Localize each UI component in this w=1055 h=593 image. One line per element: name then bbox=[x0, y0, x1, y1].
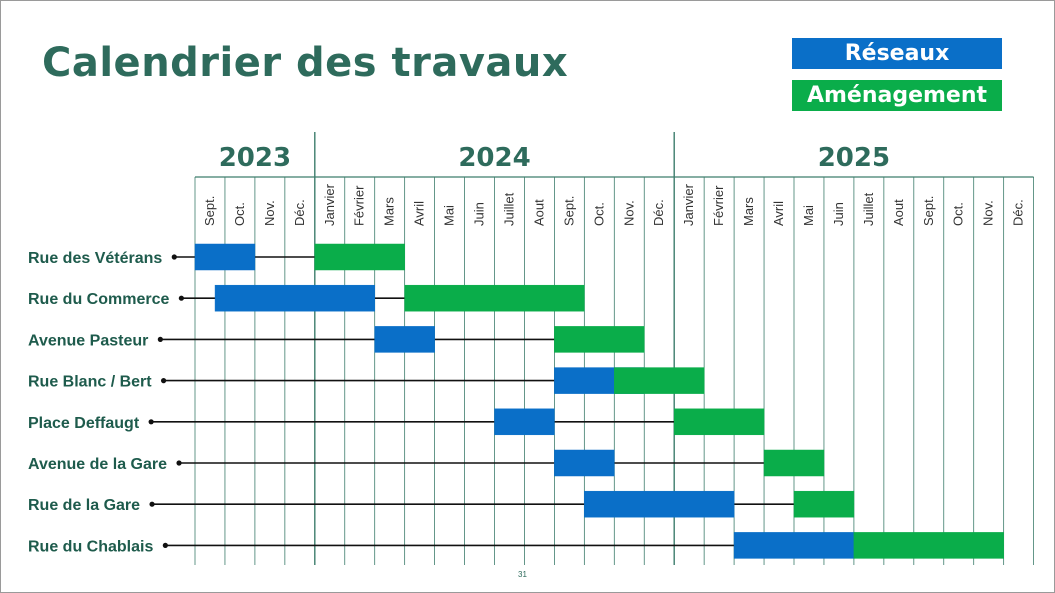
month-label: Mai bbox=[442, 205, 457, 226]
page-title: Calendrier des travaux bbox=[42, 40, 569, 86]
month-label: Sept. bbox=[561, 196, 576, 226]
row-dot bbox=[149, 501, 155, 507]
month-label: Juillet bbox=[501, 192, 516, 226]
bar-reseaux bbox=[584, 490, 735, 518]
month-label: Sept. bbox=[202, 196, 217, 226]
row-label: Rue des Vétérans bbox=[28, 250, 162, 267]
row-dot bbox=[162, 542, 168, 549]
month-label: Avril bbox=[771, 201, 786, 226]
legend-reseaux: Réseaux bbox=[792, 38, 1002, 69]
month-label: Nov. bbox=[262, 200, 277, 226]
month-label: Sept. bbox=[921, 196, 936, 226]
row-dot bbox=[157, 336, 163, 342]
bar-amenagement bbox=[853, 532, 1004, 559]
month-label: Aout bbox=[531, 199, 546, 226]
row-label: Avenue Pasteur bbox=[28, 332, 148, 349]
month-label: Juin bbox=[831, 202, 846, 226]
month-label: Mai bbox=[801, 205, 816, 226]
bar-reseaux bbox=[374, 326, 435, 353]
bar-amenagement bbox=[404, 284, 585, 312]
bar-amenagement bbox=[554, 326, 645, 353]
row-label: Avenue de la Gare bbox=[28, 456, 167, 473]
row-dot bbox=[171, 254, 177, 260]
month-label: Avril bbox=[412, 201, 427, 226]
month-label: Février bbox=[352, 185, 367, 226]
bar-amenagement bbox=[763, 449, 825, 477]
month-label: Oct. bbox=[591, 202, 606, 226]
row-dot bbox=[148, 419, 154, 425]
month-label: Nov. bbox=[621, 200, 636, 226]
bar-reseaux bbox=[554, 449, 615, 477]
month-label: Oct. bbox=[951, 202, 966, 226]
legend-amenagement: Aménagement bbox=[792, 80, 1002, 111]
bar-amenagement bbox=[614, 367, 705, 394]
row-label: Rue du Commerce bbox=[28, 291, 169, 308]
bar-reseaux bbox=[733, 532, 855, 559]
bar-reseaux bbox=[214, 284, 375, 312]
month-label: Oct. bbox=[232, 202, 247, 226]
month-label: Déc. bbox=[651, 199, 666, 226]
year-label: 2024 bbox=[458, 143, 530, 173]
row-label: Rue de la Gare bbox=[28, 497, 140, 514]
month-label: Nov. bbox=[981, 200, 996, 226]
month-label: Janvier bbox=[322, 183, 337, 226]
page-number: 31 bbox=[518, 570, 527, 579]
month-label: Juillet bbox=[861, 192, 876, 226]
row-label: Rue Blanc / Bert bbox=[28, 374, 152, 391]
bar-reseaux bbox=[194, 243, 256, 271]
bar-amenagement bbox=[793, 490, 855, 518]
month-label: Mars bbox=[382, 197, 397, 226]
row-dot bbox=[178, 295, 184, 301]
row-dot bbox=[176, 460, 182, 466]
month-label: Déc. bbox=[292, 199, 307, 226]
bar-reseaux bbox=[494, 408, 555, 436]
year-label: 2023 bbox=[219, 143, 291, 173]
row-dot bbox=[160, 378, 167, 384]
month-label: Juin bbox=[472, 202, 487, 226]
month-label: Mars bbox=[741, 197, 756, 226]
row-label: Rue du Chablais bbox=[28, 538, 153, 555]
month-label: Déc. bbox=[1011, 199, 1026, 226]
row-label: Place Deffaugt bbox=[28, 415, 140, 432]
month-label: Janvier bbox=[681, 183, 696, 226]
year-label: 2025 bbox=[818, 143, 890, 173]
bar-amenagement bbox=[314, 243, 405, 271]
month-label: Aout bbox=[891, 199, 906, 226]
month-label: Février bbox=[711, 185, 726, 226]
bar-amenagement bbox=[673, 408, 765, 436]
